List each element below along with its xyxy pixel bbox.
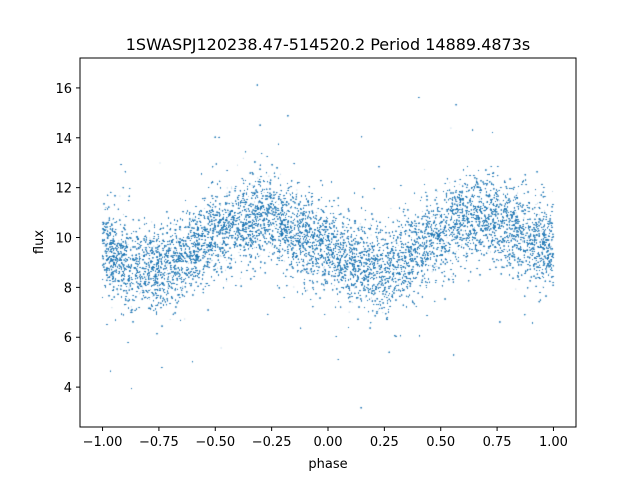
y-tick-label: 8 bbox=[64, 281, 72, 296]
x-tick-label: −0.25 bbox=[252, 435, 292, 450]
x-tick-label: 1.00 bbox=[539, 435, 568, 450]
y-tick-label: 6 bbox=[64, 331, 72, 346]
chart-title: 1SWASPJ120238.47-514520.2 Period 14889.4… bbox=[126, 35, 531, 54]
y-axis-label: flux bbox=[32, 230, 47, 254]
x-tick-label: 0.50 bbox=[426, 435, 455, 450]
y-tick-label: 4 bbox=[64, 381, 72, 396]
x-axis: −1.00 −0.75 −0.50 −0.25 0.00 0.25 0.50 0.75 1.00 bbox=[83, 427, 568, 450]
y-axis: 4 6 8 10 12 14 16 bbox=[55, 82, 80, 396]
y-tick-label: 16 bbox=[55, 82, 72, 97]
x-tick-label: −0.50 bbox=[195, 435, 235, 450]
x-axis-label: phase bbox=[308, 457, 347, 472]
x-tick-label: 0.75 bbox=[483, 435, 512, 450]
y-tick-label: 10 bbox=[55, 232, 72, 247]
x-tick-label: 0.00 bbox=[314, 435, 343, 450]
x-tick-label: −0.75 bbox=[139, 435, 179, 450]
x-tick-label: 0.25 bbox=[370, 435, 399, 450]
x-tick-label: −1.00 bbox=[83, 435, 123, 450]
y-tick-label: 14 bbox=[55, 132, 72, 147]
y-tick-label: 12 bbox=[55, 182, 72, 197]
